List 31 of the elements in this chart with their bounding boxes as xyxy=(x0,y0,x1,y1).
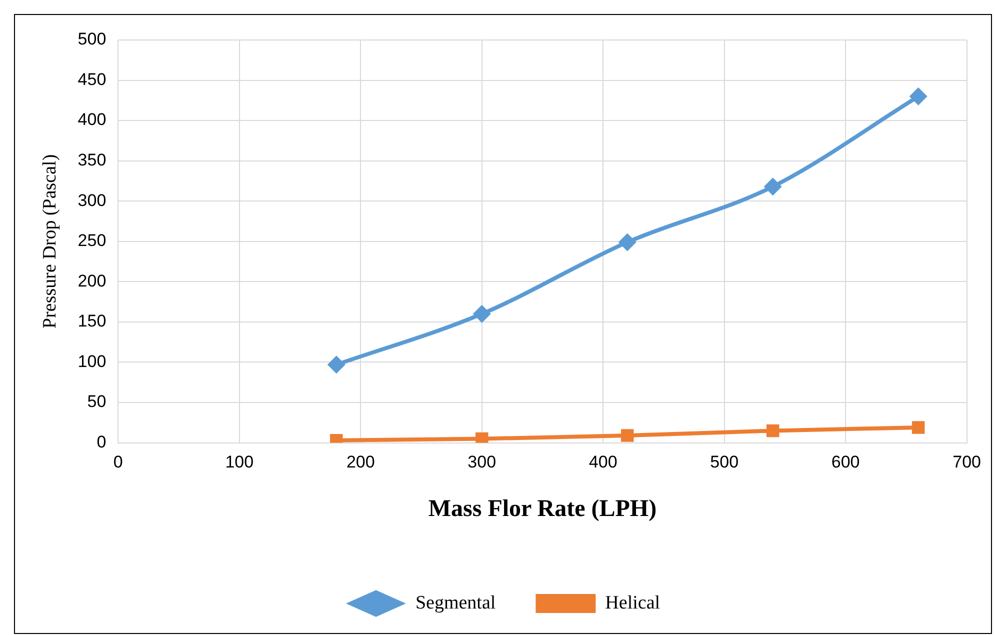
x-tick-label: 400 xyxy=(588,452,618,472)
y-tick-label: 400 xyxy=(78,110,106,130)
x-tick-label: 600 xyxy=(831,452,860,472)
point xyxy=(472,304,491,323)
x-tick-label: 100 xyxy=(225,452,254,472)
y-tick-label: 0 xyxy=(96,432,106,452)
y-tick-label: 450 xyxy=(78,70,106,89)
y-tick-label: 100 xyxy=(78,352,106,371)
y-tick-label: 500 xyxy=(78,30,106,49)
y-tick-label: 150 xyxy=(78,312,106,331)
y-tick-label: 200 xyxy=(78,271,106,290)
y-tick-label: 250 xyxy=(78,231,106,250)
x-axis-title: Mass Flor Rate (LPH) xyxy=(428,496,657,522)
y-tick-label: 300 xyxy=(78,190,106,210)
point xyxy=(912,421,925,434)
y-axis-title: Pressure Drop (Pascal) xyxy=(39,154,60,328)
x-tick-label: 0 xyxy=(113,452,123,472)
legend-label: Segmental xyxy=(415,592,496,614)
point xyxy=(327,356,346,374)
y-tick-label: 50 xyxy=(87,392,106,412)
x-tick-label: 500 xyxy=(710,452,739,472)
point xyxy=(620,429,634,442)
x-tick-label: 300 xyxy=(468,452,496,472)
x-tick-label: 700 xyxy=(952,452,982,472)
y-tick-label: 350 xyxy=(78,150,106,170)
x-tick-label: 200 xyxy=(346,452,375,472)
point xyxy=(766,424,780,438)
legend-label: Helical xyxy=(605,592,660,614)
point xyxy=(618,233,636,252)
point xyxy=(764,178,782,196)
point xyxy=(909,87,928,106)
